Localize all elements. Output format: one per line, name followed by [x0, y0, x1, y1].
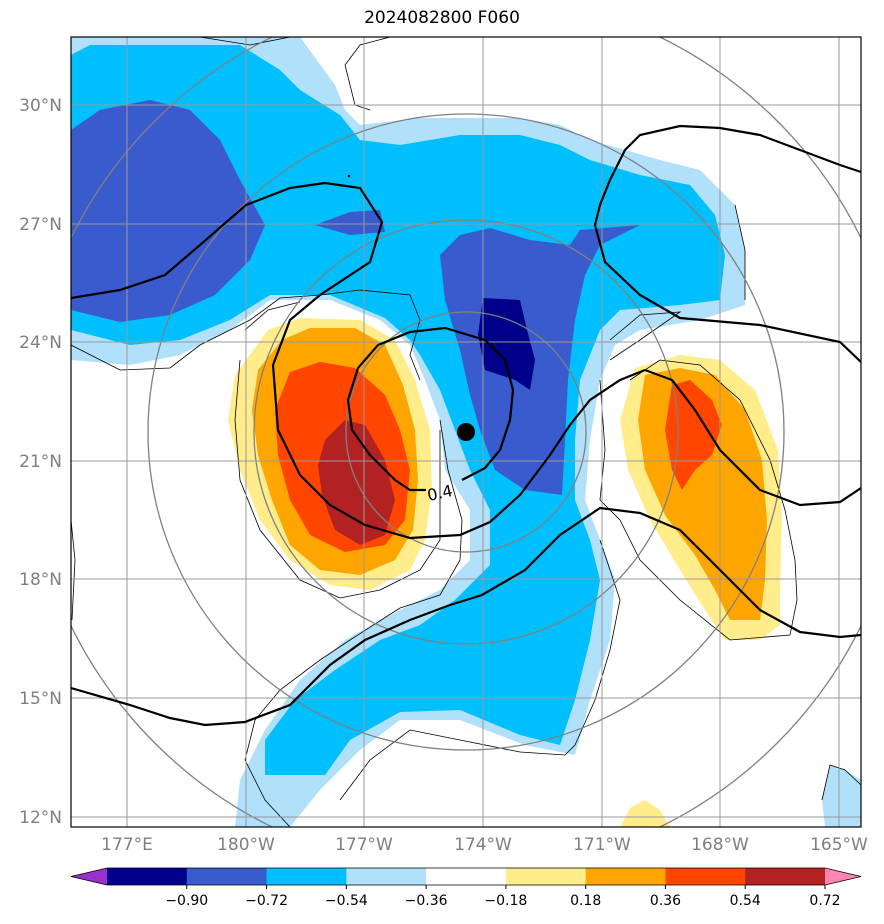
lon-label-168w: 168°W: [691, 835, 749, 855]
lat-label-15n: 15°N: [19, 689, 62, 709]
lon-label-177e: 177°E: [101, 835, 153, 855]
colorbar-segment: [186, 868, 268, 885]
lat-label-27n: 27°N: [19, 215, 62, 235]
thin-contours: [71, 37, 861, 827]
lat-tick-labels: 30°N 27°N 24°N 21°N 18°N 15°N 12°N: [19, 96, 62, 828]
field-royalblue-strip: [315, 210, 385, 235]
lon-tick-labels: 177°E 180°W 177°W 174°W 171°W 168°W 165°…: [101, 835, 868, 855]
colorbar-tick-label: −0.72: [245, 893, 288, 909]
colorbar-extend-min: [71, 868, 107, 885]
storm-center-marker: [457, 423, 475, 441]
colorbar-extend-max: [825, 868, 861, 885]
lon-label-171w: 171°W: [573, 835, 631, 855]
colorbar-segment: [745, 868, 826, 885]
colorbar-tick-label: 0.72: [809, 893, 840, 909]
colorbar-tick-label: 0.36: [650, 893, 681, 909]
colorbar-tick-label: −0.90: [165, 893, 208, 909]
lon-label-177w: 177°W: [335, 835, 393, 855]
lon-label-165w: 165°W: [810, 835, 868, 855]
lat-label-30n: 30°N: [19, 96, 62, 116]
range-rings: [71, 37, 861, 827]
colorbar-tick-label: −0.54: [325, 893, 368, 909]
colorbar-segment: [426, 868, 507, 885]
colorbar-tick-label: 0.18: [570, 893, 601, 909]
contour-label: 0.4: [425, 481, 454, 505]
field-lightblue-se: [822, 765, 861, 827]
lat-label-21n: 21°N: [19, 452, 62, 472]
lat-label-24n: 24°N: [19, 333, 62, 353]
map-field: [71, 37, 861, 827]
map-title: 2024082800 F060: [364, 8, 520, 28]
field-orangered-east: [665, 380, 722, 490]
colorbar: −0.90 −0.72 −0.54 −0.36 −0.18 0.18 0.36 0.54 0.7…: [70, 867, 862, 909]
colorbar-outline: [70, 867, 862, 886]
colorbar-segment: [346, 868, 427, 885]
field-royalblue-west: [71, 100, 265, 322]
lon-label-180w: 180°W: [217, 835, 275, 855]
colorbar-tick-label: 0.54: [730, 893, 761, 909]
field-yellow-south: [620, 800, 670, 827]
lat-label-18n: 18°N: [19, 570, 62, 590]
colorbar-segment: [107, 868, 188, 885]
field-royalblue-central: [440, 225, 640, 495]
colorbar-tick-label: −0.18: [484, 893, 527, 909]
point-marker: [347, 174, 351, 178]
thick-contours: [71, 124, 861, 727]
grid-lines: [71, 37, 861, 827]
lat-label-12n: 12°N: [19, 808, 62, 828]
colorbar-segment: [505, 868, 587, 885]
colorbar-segment: [585, 868, 666, 885]
lon-label-174w: 174°W: [454, 835, 512, 855]
colorbar-segment: [266, 868, 347, 885]
field-darkblue: [478, 298, 535, 390]
colorbar-segment: [665, 868, 746, 885]
map-frame: [70, 36, 862, 828]
colorbar-tick-label: −0.36: [405, 893, 448, 909]
